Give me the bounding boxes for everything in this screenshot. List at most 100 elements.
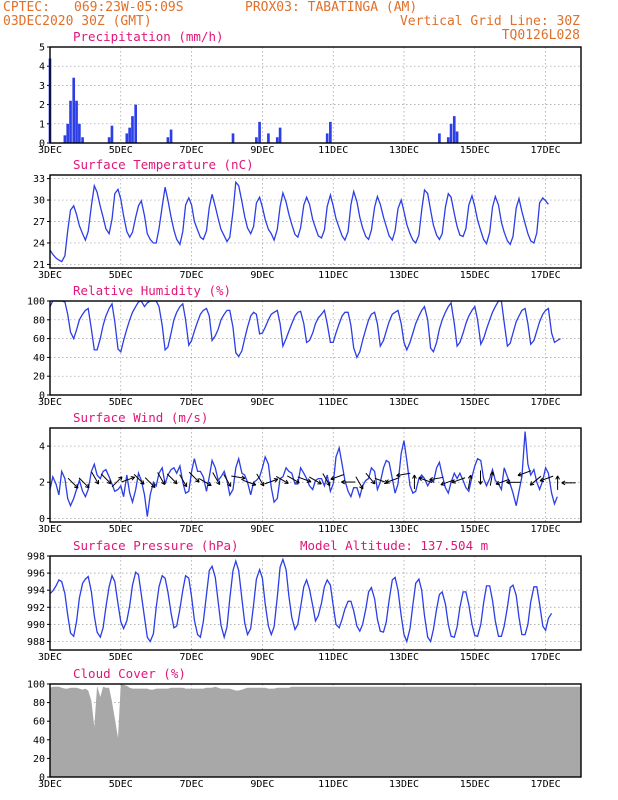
y-tick-label: 27 (33, 217, 45, 228)
wind-arrow (111, 476, 123, 488)
wind-arrow (418, 476, 433, 484)
series-line (49, 300, 561, 360)
x-tick-label: 13DEC (389, 145, 419, 156)
wind-arrow (231, 475, 246, 481)
precip-bar (258, 121, 261, 143)
wind-arrow (157, 472, 166, 486)
wind-arrow (517, 470, 532, 477)
y-tick-label: 990 (27, 620, 45, 631)
x-tick-label: 5DEC (109, 652, 133, 663)
header-coords: 069:23W-05:09S (74, 0, 184, 15)
y-tick-label: 80 (33, 315, 45, 326)
x-tick-label: 3DEC (38, 397, 62, 408)
wind-arrow (275, 475, 289, 484)
wind-arrow (212, 472, 221, 486)
precip-bar (166, 137, 170, 143)
wind-arrow (256, 473, 265, 487)
cloud-cover-area (50, 684, 581, 777)
x-tick-label: 17DEC (531, 779, 561, 790)
header-grid-note: Vertical Grid Line: 30Z (400, 14, 580, 29)
precip-bar (278, 127, 282, 143)
precip-bar (267, 133, 270, 143)
x-tick-label: 3DEC (38, 652, 62, 663)
precip-bar (69, 100, 72, 143)
wind-arrow (67, 477, 79, 489)
panel-precipitation: 3DEC 5DEC 7DEC 9DEC 11DEC 13DEC 15DEC 17DEC 0 1 2 3… (38, 29, 582, 156)
y-tick-label: 24 (33, 238, 45, 249)
precip-bar (134, 104, 137, 143)
x-tick-label: 5DEC (109, 779, 133, 790)
wind-arrow (506, 479, 521, 485)
y-tick-label: 0 (39, 514, 45, 525)
panel-wind: 3DEC 5DEC 7DEC 9DEC 11DEC 13DEC 15DEC 17DEC 0 2 4 S… (38, 410, 582, 535)
x-tick-label: 17DEC (531, 270, 561, 281)
wind-arrow (365, 472, 376, 485)
precip-bar (455, 131, 459, 143)
precip-bar (438, 133, 441, 143)
series-line (49, 431, 558, 517)
header-run-time: 03DEC2020 30Z (GMT) (3, 14, 152, 29)
wind-arrow (451, 477, 466, 484)
panel-temperature: 3DEC 5DEC 7DEC 9DEC 11DEC 13DEC 15DEC 17DEC 21 24… (33, 157, 582, 281)
wind-arrow (144, 477, 156, 489)
y-tick-label: 3 (39, 81, 45, 92)
wind-arrow (78, 477, 90, 489)
wind-arrow (467, 474, 473, 490)
x-tick-label: 5DEC (109, 397, 133, 408)
y-tick-label: 4 (39, 62, 45, 73)
x-tick-label: 11DEC (318, 779, 348, 790)
precip-bar (128, 127, 131, 143)
x-tick-label: 7DEC (180, 270, 204, 281)
panel-title: Surface Pressure (hPa) (73, 538, 239, 553)
wind-arrow (489, 471, 495, 486)
precip-bar (63, 135, 67, 143)
wind-arrow (223, 474, 232, 487)
x-tick-label: 15DEC (460, 524, 490, 535)
wind-arrow (561, 480, 576, 486)
x-tick-label: 11DEC (318, 652, 348, 663)
y-tick-label: 40 (33, 353, 45, 364)
precip-bar (255, 137, 258, 143)
panel-title: Cloud Cover (%) (73, 666, 186, 681)
precip-bar (125, 133, 129, 143)
x-tick-label: 9DEC (250, 145, 274, 156)
panel-title: Relative Humidity (%) (73, 283, 231, 298)
x-tick-label: 3DEC (38, 524, 62, 535)
precip-bar (169, 129, 173, 143)
precip-bar (231, 133, 235, 143)
panel-frame (49, 46, 582, 144)
y-tick-label: 994 (27, 586, 45, 597)
wind-arrow (91, 471, 100, 485)
wind-arrow (322, 473, 331, 487)
x-tick-label: 3DEC (38, 270, 62, 281)
precip-bar (329, 121, 332, 143)
precip-bar (446, 137, 450, 143)
y-tick-label: 0 (39, 139, 45, 150)
y-tick-label: 30 (33, 196, 45, 207)
panel-frame (49, 300, 582, 396)
wind-arrow (412, 474, 417, 490)
precip-bar (78, 123, 81, 143)
y-tick-label: 5 (39, 43, 45, 54)
wind-arrow (198, 478, 212, 487)
series-line (49, 180, 549, 263)
y-tick-label: 2 (39, 100, 45, 111)
y-tick-label: 20 (33, 754, 45, 765)
panel-title: Precipitation (mm/h) (73, 29, 224, 44)
precip-bar (72, 77, 76, 143)
wind-arrow (242, 479, 257, 487)
x-tick-label: 7DEC (180, 524, 204, 535)
y-tick-label: 20 (33, 372, 45, 383)
y-tick-label: 996 (27, 569, 45, 580)
x-tick-label: 17DEC (531, 397, 561, 408)
precip-bar (275, 137, 279, 143)
x-tick-label: 13DEC (389, 397, 419, 408)
y-tick-label: 2 (39, 478, 45, 489)
x-tick-label: 7DEC (180, 779, 204, 790)
y-tick-label: 21 (33, 260, 45, 271)
header-model: TQ0126L028 (502, 28, 580, 43)
x-tick-label: 7DEC (180, 397, 204, 408)
x-tick-label: 17DEC (531, 145, 561, 156)
panel-cloud: 3DEC 5DEC 7DEC 9DEC 11DEC 13DEC 15DEC 17DEC 0 20 4… (27, 666, 582, 790)
wind-arrow (179, 474, 188, 488)
